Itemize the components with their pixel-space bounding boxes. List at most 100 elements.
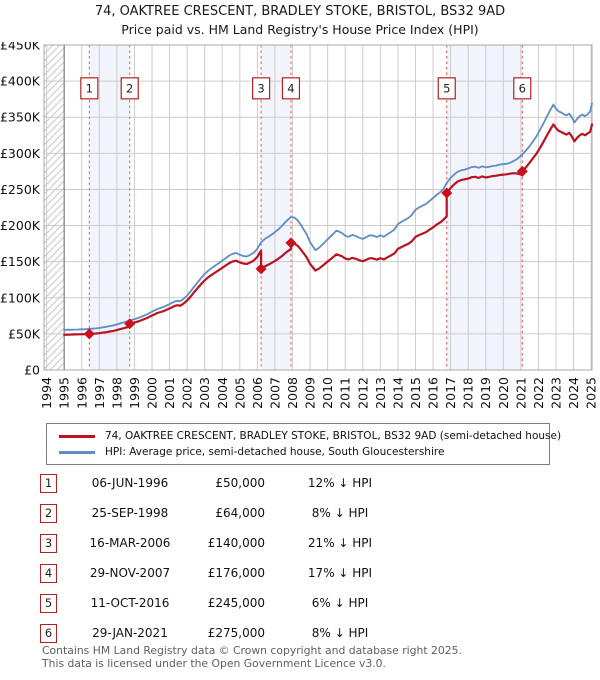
svg-text:2020: 2020 <box>496 377 511 409</box>
svg-text:2017: 2017 <box>443 377 458 409</box>
svg-text:2025: 2025 <box>584 377 599 409</box>
license-line-2: This data is licensed under the Open Gov… <box>42 656 386 670</box>
svg-text:2010: 2010 <box>320 377 335 409</box>
legend-row-price: 74, OAKTREE CRESCENT, BRADLEY STOKE, BRI… <box>53 428 561 444</box>
legend-line-sample-price <box>59 434 95 438</box>
table-row: 1 06-JUN-1996 £50,000 12% ↓ HPI <box>40 468 560 498</box>
sale-date: 29-NOV-2007 <box>89 566 171 580</box>
svg-text:2000: 2000 <box>145 377 160 409</box>
svg-text:£400K: £400K <box>0 74 41 89</box>
legend-label-hpi: HPI: Average price, semi-detached house,… <box>105 446 445 458</box>
svg-text:2016: 2016 <box>426 377 441 409</box>
sale-date: 29-JAN-2021 <box>92 626 168 640</box>
svg-text:2018: 2018 <box>461 377 476 409</box>
svg-text:2001: 2001 <box>162 377 177 409</box>
sale-price: £140,000 <box>207 536 265 550</box>
price-chart: 1 2 3 4 5 6 £0 £50K £100K £150K £200K £250K £300K £35… <box>0 42 599 409</box>
table-row: 3 16-MAR-2006 £140,000 21% ↓ HPI <box>40 528 560 558</box>
sale-date: 25-SEP-1998 <box>91 506 169 520</box>
sale-price: £50,000 <box>215 476 265 490</box>
svg-text:£250K: £250K <box>0 182 41 197</box>
svg-text:2: 2 <box>126 81 133 95</box>
sale-date: 11-OCT-2016 <box>90 596 170 610</box>
chart-subtitle: Price paid vs. HM Land Registry's House … <box>121 22 479 37</box>
sale-markers <box>83 165 528 340</box>
svg-text:1994: 1994 <box>39 377 54 409</box>
chart-title: 74, OAKTREE CRESCENT, BRADLEY STOKE, BRI… <box>94 4 506 19</box>
svg-text:£0: £0 <box>24 363 40 378</box>
svg-text:2021: 2021 <box>513 377 528 409</box>
svg-text:3: 3 <box>257 81 264 95</box>
svg-text:6: 6 <box>519 81 526 95</box>
sale-hpi-delta: 8% ↓ HPI <box>311 626 369 640</box>
sale-number-badge: 4 <box>40 563 57 583</box>
ownership-band <box>446 45 523 370</box>
table-row: 5 11-OCT-2016 £245,000 6% ↓ HPI <box>40 588 560 618</box>
svg-text:2015: 2015 <box>408 377 423 409</box>
sale-date: 16-MAR-2006 <box>89 536 171 550</box>
sale-price: £245,000 <box>207 596 265 610</box>
sales-table: 1 06-JUN-1996 £50,000 12% ↓ HPI 2 25-SEP… <box>40 468 560 648</box>
sale-price: £176,000 <box>207 566 265 580</box>
license-note: Contains HM Land Registry data © Crown c… <box>42 644 462 670</box>
x-axis-labels: 1994 1995 1996 1997 1998 1999 2000 2001 2002 2003… <box>39 377 598 409</box>
sale-number-badge: 2 <box>40 503 57 523</box>
table-row: 2 25-SEP-1998 £64,000 8% ↓ HPI <box>40 498 560 528</box>
svg-text:£200K: £200K <box>0 218 41 233</box>
sale-hpi-delta: 12% ↓ HPI <box>307 476 373 490</box>
svg-text:2023: 2023 <box>548 377 563 409</box>
svg-text:1999: 1999 <box>127 377 142 409</box>
svg-text:2014: 2014 <box>390 377 405 409</box>
svg-text:£50K: £50K <box>8 326 41 341</box>
price-paid-line <box>63 123 594 336</box>
svg-text:2004: 2004 <box>215 377 230 409</box>
grid-lines <box>44 44 592 371</box>
svg-text:5: 5 <box>443 81 450 95</box>
svg-text:2022: 2022 <box>531 377 546 409</box>
svg-text:2002: 2002 <box>180 377 195 409</box>
svg-text:4: 4 <box>287 81 294 95</box>
svg-text:2024: 2024 <box>566 377 581 409</box>
svg-text:1997: 1997 <box>92 377 107 409</box>
sale-price: £275,000 <box>207 626 265 640</box>
svg-text:1998: 1998 <box>109 377 124 409</box>
sale-hpi-delta: 17% ↓ HPI <box>307 566 373 580</box>
svg-text:2005: 2005 <box>232 377 247 409</box>
svg-text:2003: 2003 <box>197 377 212 409</box>
legend-row-hpi: HPI: Average price, semi-detached house,… <box>53 444 543 460</box>
svg-text:2013: 2013 <box>373 377 388 409</box>
svg-text:£450K: £450K <box>0 42 41 53</box>
sale-date: 06-JUN-1996 <box>91 476 169 490</box>
license-line-1: Contains HM Land Registry data © Crown c… <box>42 644 462 657</box>
y-axis-labels: £0 £50K £100K £150K £200K £250K £300K £350K £400… <box>0 42 41 378</box>
svg-text:1995: 1995 <box>57 377 72 409</box>
plot-frame <box>43 44 593 371</box>
svg-text:2006: 2006 <box>250 377 265 409</box>
svg-text:1996: 1996 <box>74 377 89 409</box>
svg-text:£350K: £350K <box>0 110 41 125</box>
sale-hpi-delta: 6% ↓ HPI <box>311 596 369 610</box>
svg-text:1: 1 <box>86 81 93 95</box>
svg-text:£150K: £150K <box>0 254 41 269</box>
table-row: 6 29-JAN-2021 £275,000 8% ↓ HPI <box>40 618 560 648</box>
legend-label-price: 74, OAKTREE CRESCENT, BRADLEY STOKE, BRI… <box>105 430 562 442</box>
sale-hpi-delta: 21% ↓ HPI <box>307 536 373 550</box>
sale-number-badge: 5 <box>40 593 57 613</box>
sale-price: £64,000 <box>215 506 265 520</box>
hpi-line <box>63 102 593 331</box>
sale-number-boxes: 1 2 3 4 5 6 <box>80 77 532 100</box>
svg-text:2007: 2007 <box>267 377 282 409</box>
svg-text:2008: 2008 <box>285 377 300 409</box>
table-row: 4 29-NOV-2007 £176,000 17% ↓ HPI <box>40 558 560 588</box>
legend-line-sample-hpi <box>59 450 95 454</box>
svg-text:2009: 2009 <box>303 377 318 409</box>
chart-legend: 74, OAKTREE CRESCENT, BRADLEY STOKE, BRI… <box>46 423 561 465</box>
svg-text:2012: 2012 <box>355 377 370 409</box>
svg-text:£100K: £100K <box>0 290 41 305</box>
sale-number-badge: 3 <box>40 533 57 553</box>
svg-text:2019: 2019 <box>478 377 493 409</box>
sale-dashed-lines <box>88 45 523 370</box>
svg-text:2011: 2011 <box>338 377 353 409</box>
sale-number-badge: 1 <box>40 473 57 493</box>
